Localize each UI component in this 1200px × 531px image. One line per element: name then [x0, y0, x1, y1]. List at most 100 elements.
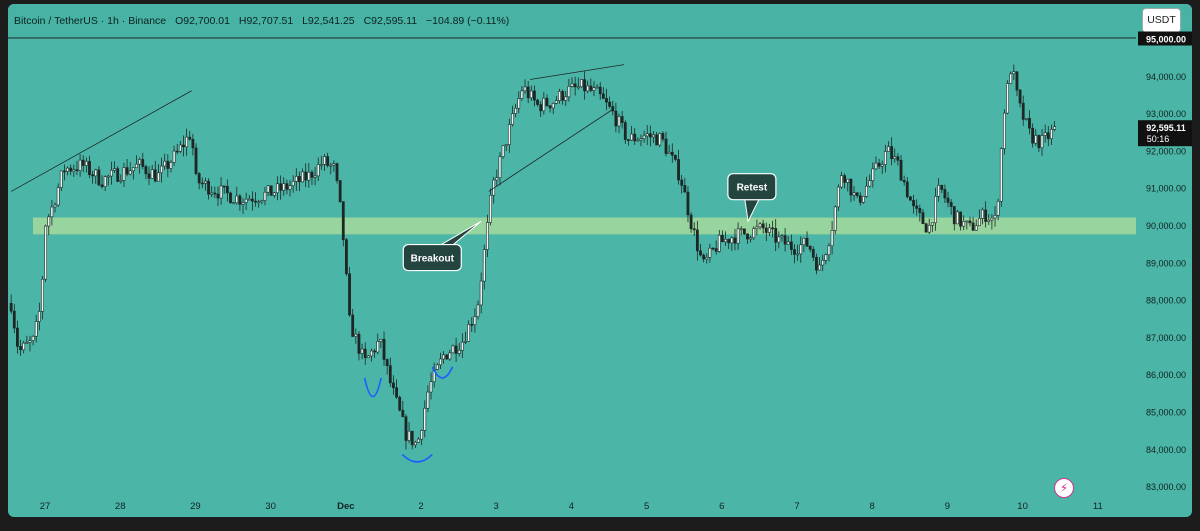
candle-body	[927, 224, 931, 233]
candle-body	[1040, 135, 1044, 149]
xtick-label: 9	[945, 501, 950, 512]
candle-body	[686, 191, 690, 216]
candle-body	[730, 237, 734, 244]
candle-body	[269, 185, 273, 196]
candle-body	[1009, 73, 1013, 84]
candle-body	[238, 195, 242, 205]
candle-body	[846, 178, 850, 183]
candle-body	[561, 91, 565, 101]
candle-body	[41, 278, 44, 312]
candle-body	[583, 79, 586, 92]
candle-body	[639, 138, 643, 141]
bottom-bar	[0, 517, 1200, 531]
candle-body	[987, 219, 991, 222]
trendline-3[interactable]	[488, 109, 613, 192]
last-price-value: 92,595.11	[1146, 123, 1186, 133]
candle-body	[272, 192, 276, 196]
candle-body	[448, 352, 452, 360]
candle-body	[874, 162, 878, 170]
candle-body	[185, 136, 189, 148]
trendline-2[interactable]	[529, 64, 625, 80]
candle-body	[949, 202, 953, 207]
candle-body	[968, 220, 972, 224]
candle-body	[868, 180, 872, 187]
candle-body	[871, 168, 875, 181]
candle-body	[912, 199, 915, 207]
candle-body	[150, 169, 154, 179]
candle-body	[545, 97, 549, 107]
trendline-1[interactable]	[10, 90, 192, 192]
candle-body	[580, 79, 583, 88]
retest-callout-box	[727, 173, 777, 201]
candle-body	[188, 136, 192, 140]
candle-body	[495, 177, 499, 181]
retest-callout[interactable]: Retest	[727, 173, 777, 223]
high-value: H92,707.51	[238, 15, 294, 27]
candle-body	[16, 327, 19, 347]
candle-body	[523, 86, 527, 92]
candle-body	[520, 90, 524, 99]
candle-body	[789, 241, 793, 250]
candle-body	[160, 165, 163, 174]
candle-body	[595, 86, 599, 89]
candle-body	[31, 335, 35, 341]
candle-body	[298, 176, 301, 183]
candle-body	[993, 215, 997, 219]
candle-body	[1012, 71, 1016, 75]
candle-body	[836, 186, 840, 208]
candle-body	[780, 235, 784, 238]
candle-body	[285, 183, 289, 190]
candle-body	[764, 227, 768, 233]
candle-body	[721, 234, 724, 243]
candle-body	[858, 195, 862, 203]
candle-body	[410, 430, 414, 446]
candle-body	[451, 345, 455, 354]
candle-body	[501, 145, 505, 157]
candle-body	[106, 175, 110, 178]
candle-body	[147, 173, 151, 179]
candle-body	[708, 247, 712, 258]
candle-body	[576, 86, 580, 89]
candle-body	[551, 103, 555, 109]
candle-body	[404, 416, 408, 441]
candle-body	[276, 183, 279, 194]
pattern-curve-right[interactable]	[431, 366, 454, 379]
candle-body	[69, 167, 73, 172]
candle-body	[768, 227, 771, 233]
candle-body	[103, 176, 107, 187]
candle-body	[601, 93, 605, 99]
chart-panel[interactable]: Bitcoin / TetherUS · 1h · Binance O92,70…	[8, 4, 1192, 517]
candle-body	[818, 264, 821, 271]
xtick-label: 11	[1093, 501, 1103, 512]
retest-callout-label: Retest	[737, 183, 768, 194]
candle-body	[360, 348, 364, 354]
candle-body	[542, 97, 546, 112]
candle-body	[633, 133, 637, 142]
breakout-callout[interactable]: Breakout	[402, 220, 482, 272]
candle-body	[319, 164, 323, 166]
candle-body	[918, 208, 922, 213]
price-chart[interactable]: Breakout Retest 95,000.00 94,000.00 93,000.0…	[8, 4, 1192, 517]
candle-body	[702, 254, 706, 260]
currency-button[interactable]: USDT	[1142, 8, 1181, 33]
candle-body	[645, 133, 649, 137]
candle-body	[749, 237, 753, 240]
flash-icon[interactable]: ⚡	[1054, 478, 1074, 498]
xtick-label: 7	[794, 501, 799, 512]
candle-body	[1015, 71, 1019, 91]
change-value: −104.89 (−0.11%)	[426, 15, 510, 27]
candle-body	[943, 189, 947, 199]
candle-body	[924, 223, 928, 233]
ytick-label: 91,000.00	[1146, 184, 1186, 194]
candle-body	[956, 211, 959, 225]
candle-body	[366, 355, 370, 359]
symbol-title[interactable]: Bitcoin / TetherUS · 1h · Binance	[14, 15, 167, 27]
xtick-label: 3	[494, 501, 499, 512]
candle-body	[1024, 118, 1028, 120]
pattern-curve-left[interactable]	[363, 377, 382, 398]
candle-body	[84, 161, 88, 166]
pattern-curve-bottom[interactable]	[401, 453, 433, 463]
candle-body	[316, 164, 320, 177]
candle-body	[78, 159, 82, 171]
candle-body	[12, 310, 16, 329]
